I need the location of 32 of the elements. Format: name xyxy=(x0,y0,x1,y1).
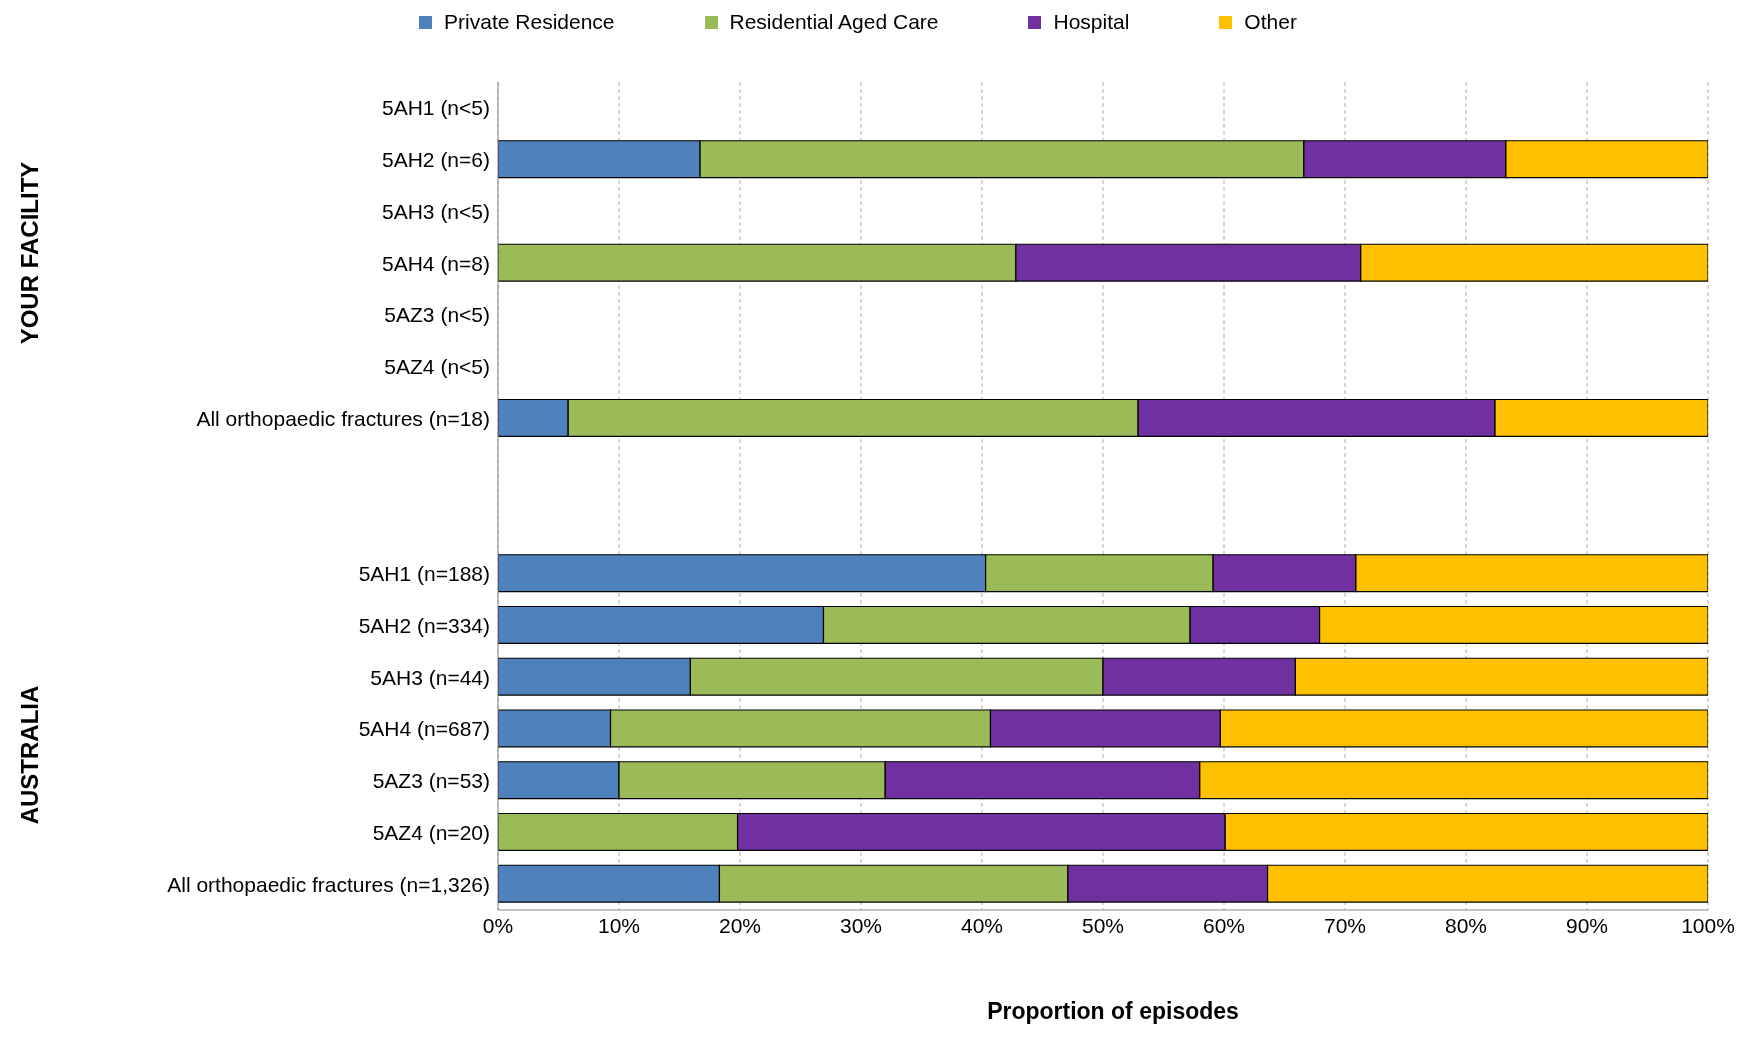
x-tick-label: 40% xyxy=(960,913,1004,937)
legend-label: Other xyxy=(1244,10,1297,34)
x-tick-label: 80% xyxy=(1444,913,1488,937)
y-tick-label: 5AZ3 (n=53) xyxy=(372,769,490,793)
text: AUSTRALIA xyxy=(16,685,44,825)
x-tick-label: 100% xyxy=(1681,913,1735,937)
y-tick-label: All orthopaedic fractures (n=1,326) xyxy=(167,872,490,896)
legend-label: Private Residence xyxy=(444,10,615,34)
y-tick-label: 5AH3 (n=44) xyxy=(370,665,490,689)
x-tick-label: 30% xyxy=(839,913,883,937)
x-tick-label: 60% xyxy=(1202,913,1246,937)
y-tick-label: 5AH3 (n<5) xyxy=(382,199,490,223)
x-axis-title: Proportion of episodes xyxy=(986,998,1240,1025)
y-tick-label: 5AH4 (n=8) xyxy=(382,251,490,275)
x-tick-label: 70% xyxy=(1323,913,1367,937)
legend-label: Residential Aged Care xyxy=(729,10,939,34)
x-tick-label: 50% xyxy=(1081,913,1125,937)
x-tick-label: 10% xyxy=(597,913,641,937)
y-tick-label: 5AH2 (n=6) xyxy=(382,148,490,172)
y-tick-label: 5AH1 (n<5) xyxy=(382,96,490,120)
legend-label: Hospital xyxy=(1053,10,1130,34)
y-tick-label: 5AZ3 (n<5) xyxy=(384,303,490,327)
y-tick-label: 5AH1 (n=188) xyxy=(358,562,490,586)
text: YOUR FACILITY xyxy=(16,161,44,345)
y-tick-label: 5AH4 (n=687) xyxy=(358,717,490,741)
x-tick-label: 20% xyxy=(718,913,762,937)
x-tick-label: 0% xyxy=(482,913,514,937)
y-tick-label: All orthopaedic fractures (n=18) xyxy=(196,406,490,430)
y-tick-label: 5AZ4 (n<5) xyxy=(384,355,490,379)
x-tick-label: 90% xyxy=(1565,913,1609,937)
y-tick-label: 5AH2 (n=334) xyxy=(358,613,490,637)
y-tick-label: 5AZ4 (n=20) xyxy=(372,820,490,844)
